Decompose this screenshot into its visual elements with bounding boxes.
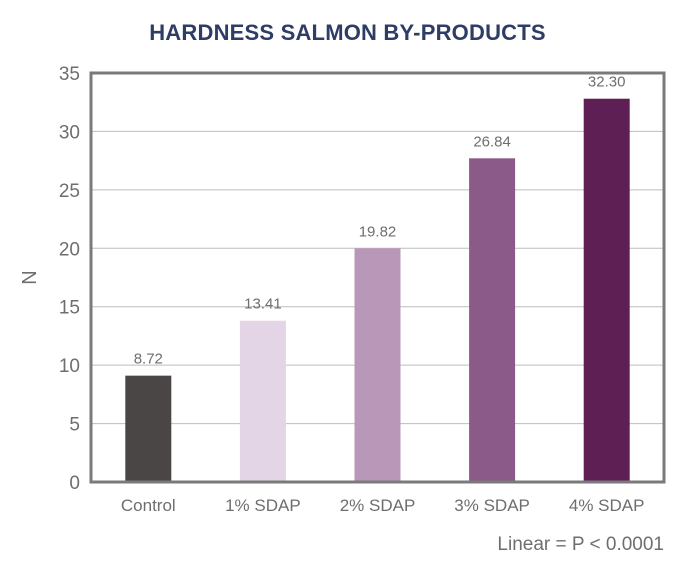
data-label: 8.72	[134, 351, 163, 368]
plot-frame	[89, 71, 666, 484]
chart-title: HARDNESS SALMON BY-PRODUCTS	[149, 20, 546, 45]
y-tick-label: 5	[69, 415, 80, 436]
x-tick-label: 4% SDAP	[569, 496, 645, 515]
bar	[239, 320, 286, 482]
y-tick-label: 0	[69, 473, 80, 494]
bar	[125, 375, 172, 482]
x-tick-label: 2% SDAP	[340, 496, 416, 515]
y-tick-label: 35	[59, 64, 80, 85]
x-tick-label: 3% SDAP	[454, 496, 530, 515]
significance-annotation: Linear = P < 0.0001	[497, 534, 664, 555]
x-tick-label: 1% SDAP	[225, 496, 301, 515]
data-label: 19.82	[359, 223, 397, 240]
y-tick-label: 25	[59, 181, 80, 202]
bar	[583, 98, 630, 483]
bar	[354, 248, 401, 482]
y-axis-label: N	[19, 270, 41, 284]
x-tick-label: Control	[121, 496, 176, 515]
y-tick-label: 30	[59, 122, 80, 143]
bar	[469, 158, 516, 482]
y-tick-label: 15	[59, 298, 80, 319]
data-label: 26.84	[473, 133, 511, 150]
data-label: 13.41	[244, 296, 282, 313]
data-label: 32.30	[588, 74, 626, 91]
y-tick-label: 10	[59, 356, 80, 377]
y-tick-label: 20	[59, 239, 80, 260]
